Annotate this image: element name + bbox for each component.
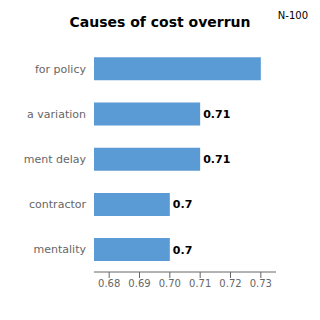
svg-text:ment delay: ment delay bbox=[24, 153, 87, 166]
svg-text:0.71: 0.71 bbox=[189, 278, 211, 289]
svg-text:0.71: 0.71 bbox=[203, 108, 230, 121]
svg-text:0.71: 0.71 bbox=[203, 153, 230, 166]
svg-text:0.7: 0.7 bbox=[173, 244, 193, 257]
svg-text:contractor: contractor bbox=[22, 198, 86, 211]
html-text:Causes of cost overrun: Causes of cost overrun bbox=[69, 14, 251, 30]
html-text:N-100: N-100 bbox=[277, 10, 308, 21]
svg-text:0.69: 0.69 bbox=[128, 278, 150, 289]
svg-text:0.70: 0.70 bbox=[159, 278, 181, 289]
svg-text:a variation: a variation bbox=[27, 108, 86, 121]
svg-text:0.73: 0.73 bbox=[250, 278, 272, 289]
svg-text:0.68: 0.68 bbox=[98, 278, 120, 289]
svg-text:mentality: mentality bbox=[27, 243, 87, 256]
svg-text:0.72: 0.72 bbox=[219, 278, 241, 289]
svg-text:0.7: 0.7 bbox=[173, 198, 193, 211]
svg-text:for policy: for policy bbox=[35, 63, 86, 76]
